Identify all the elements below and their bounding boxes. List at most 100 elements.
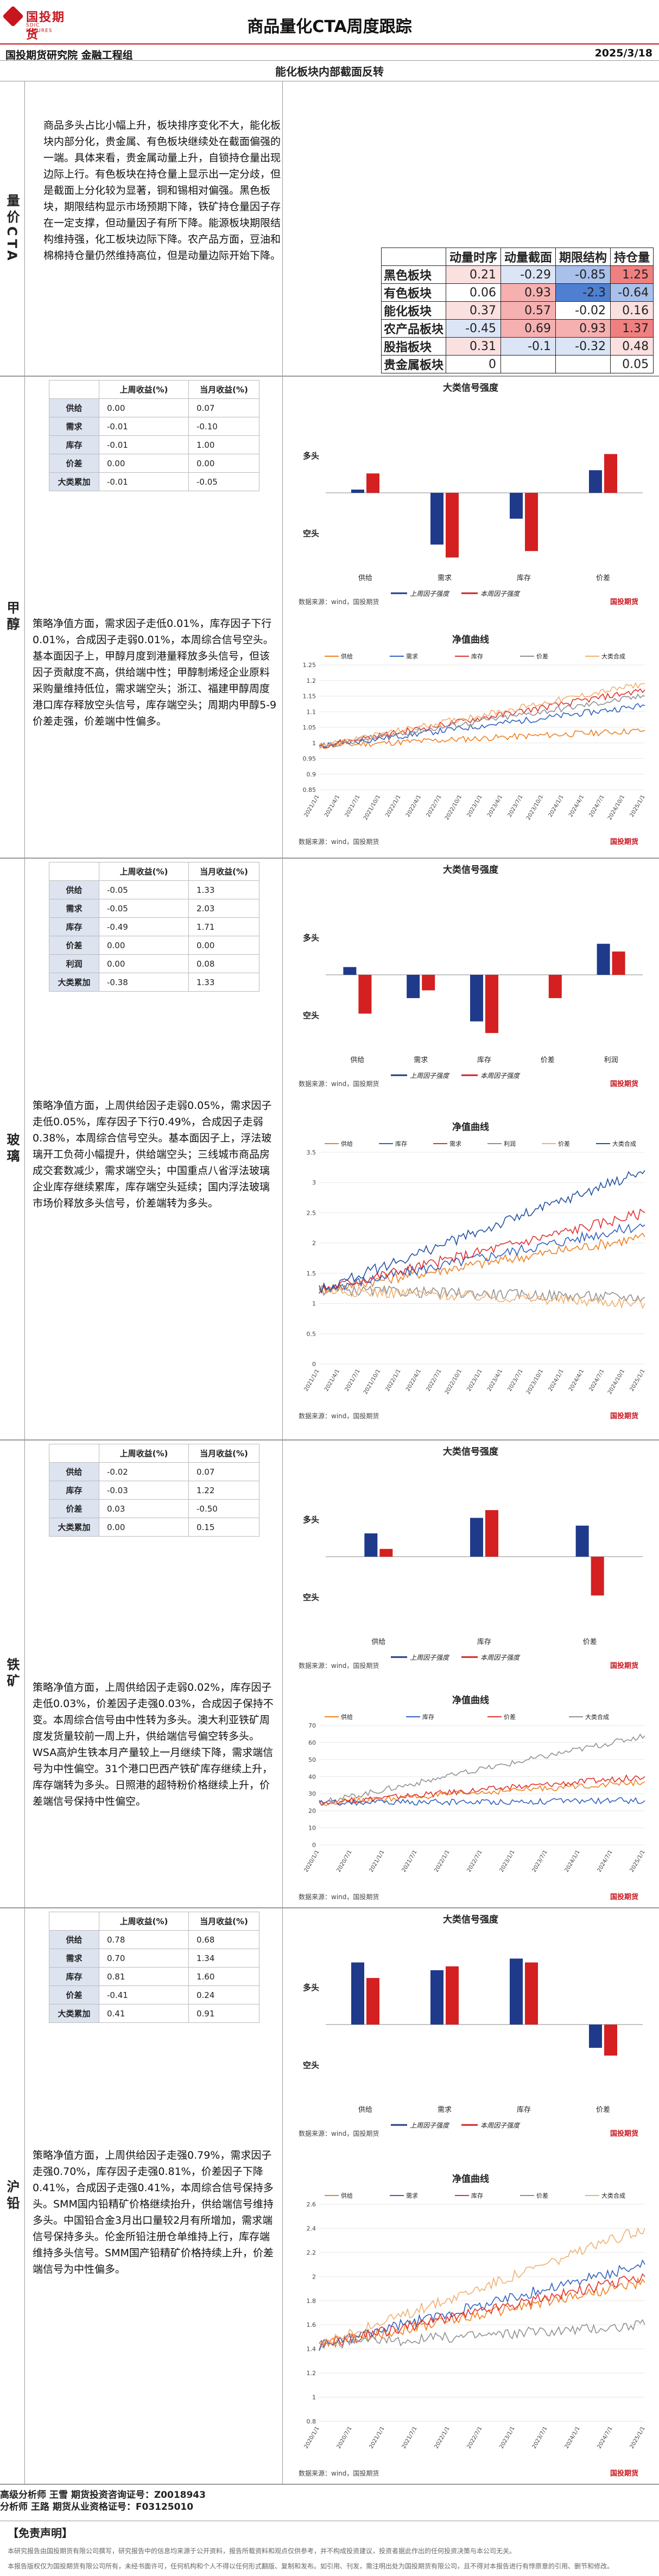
signal-category-label: 需求 [414,1056,428,1064]
glass-analysis-text: 策略净值方面，上周供给因子走弱0.05%，需求因子走低0.05%，库存因子下行0… [33,1100,272,1209]
cta-cell: -0.02 [555,301,611,320]
chart-watermark-logo: 国投期货 [610,2129,638,2138]
factor-row: 价差 0.00 0.00 [49,936,259,955]
x-tick-label: 2022/10/1 [444,794,463,821]
cta-cell: 1.25 [610,265,654,284]
glass-label: 玻璃 [0,859,25,1439]
legend-label: 本周因子强度 [480,1072,521,1080]
factor-month-return: -0.50 [188,1499,259,1518]
factor-col-header [49,862,99,881]
factor-week-return: -0.01 [99,417,189,436]
cta-row-name: 股指板块 [381,337,447,356]
factor-week-return: 0.41 [99,2004,189,2023]
y-tick-label: 1.15 [303,693,316,700]
signal-bar-last [597,943,610,975]
x-tick-label: 2022/10/1 [444,1368,463,1395]
factor-name: 需求 [49,899,99,918]
net-legend-label: 价差 [504,1713,516,1721]
x-tick-label: 2023/7/1 [531,2426,549,2450]
factor-name: 大类累加 [49,973,99,992]
factor-week-return: 0.81 [99,1967,189,1986]
y-tick-label: 0.95 [303,756,316,763]
y-tick-label: 50 [308,1756,316,1763]
chart-watermark-logo: 国投期货 [610,2469,638,2478]
factor-name: 供给 [49,398,99,417]
x-tick-label: 2023/1/1 [499,2426,516,2450]
factor-col-header: 当月收益(%) [188,1444,259,1463]
y-tick-label: 2.2 [307,2249,316,2256]
factor-month-return: 0.00 [188,936,259,955]
factor-col-header: 当月收益(%) [188,380,259,399]
cta-col-header: 持仓量 [610,248,654,266]
y-tick-label: 1.1 [307,708,316,715]
factor-row: 大类累加 0.41 0.91 [49,2004,259,2023]
y-tick-label: 30 [308,1791,316,1798]
net-legend-label: 库存 [471,652,483,660]
x-tick-label: 2024/7/1 [588,794,606,818]
factor-month-return: 1.33 [188,973,259,992]
x-tick-label: 2023/7/1 [531,1849,549,1873]
factor-month-return: -0.10 [188,417,259,436]
factor-month-return: 0.00 [188,454,259,473]
x-tick-label: 2024/1/1 [564,2426,581,2450]
axis-up-label: 多头 [303,1515,319,1525]
factor-week-return: -0.02 [99,1462,189,1481]
x-tick-label: 2024/1/1 [548,1368,565,1392]
factor-col-header: 上周收益(%) [99,862,189,881]
cta-cell [500,355,556,373]
legend-label: 上周因子强度 [410,1654,450,1661]
net-series-line [319,728,645,749]
signal-bar-last [364,1533,378,1557]
factor-month-return: 2.03 [188,899,259,918]
y-tick-label: 0.85 [303,786,316,794]
signal-bar-this [485,975,498,1033]
chart-source: 数据来源：wind，国投期货 [299,598,379,606]
x-tick-label: 2021/1/1 [369,1849,386,1873]
factor-name: 价差 [49,1985,99,2004]
factor-row: 大类累加 -0.01 -0.05 [49,472,259,491]
factor-col-header [49,1912,99,1931]
signal-bar-last [430,493,443,545]
x-tick-label: 2023/1/1 [499,1849,516,1873]
x-tick-label: 2025/1/1 [629,1368,647,1392]
factor-week-return: 0.03 [99,1499,189,1518]
chart-title: 大类信号强度 [443,1446,498,1457]
signal-bar-last [589,2025,602,2048]
x-tick-label: 2022/4/1 [405,1368,422,1392]
y-tick-label: 2.6 [307,2201,316,2208]
cta-cell: -2.3 [555,283,611,302]
cta-row-name: 贵金属板块 [381,355,447,373]
factor-week-return: 0.00 [99,398,189,417]
net-series-line [319,2273,645,2349]
signal-bar-last [510,493,523,519]
x-tick-label: 2021/7/1 [401,1849,419,1873]
cta-section: 量价CTA 商品多头占比小幅上升，板块排序变化不大，能化板块内部分化，贵金属、有… [0,81,659,377]
net-legend-label: 价差 [536,652,548,660]
axis-down-label: 空头 [303,1011,319,1020]
cta-row-name: 农产品板块 [381,319,447,338]
axis-down-label: 空头 [303,2060,319,2070]
y-tick-label: 1.4 [307,2346,316,2353]
net-series-line [319,682,645,750]
cta-row: 农产品板块 -0.45 0.69 0.93 1.37 [381,319,654,338]
signal-bar-this [612,951,625,975]
signal-bar-last [430,1970,443,2025]
factor-name: 价差 [49,454,99,473]
factor-week-return: -0.01 [99,472,189,491]
factor-name: 供给 [49,1462,99,1481]
cta-factor-table: 动量时序 动量截面 期限结构 持仓量 黑色板块 0.21 -0.29 -0.85 1.25 有色… [381,248,654,373]
factor-col-header: 上周收益(%) [99,1912,189,1931]
net-series-line [319,693,645,748]
net-series-line [319,1284,645,1303]
net-series-line [319,1733,645,1806]
x-tick-label: 2025/1/1 [629,2426,647,2450]
x-tick-label: 2020/1/1 [303,1849,321,1873]
net-series-line [319,1774,645,1806]
factor-name: 库存 [49,917,99,936]
net-legend-label: 需求 [406,653,418,660]
x-tick-label: 2024/7/1 [597,2426,614,2450]
factor-month-return: 1.71 [188,917,259,936]
net-legend-label: 需求 [449,1140,461,1147]
axis-up-label: 多头 [303,451,319,461]
